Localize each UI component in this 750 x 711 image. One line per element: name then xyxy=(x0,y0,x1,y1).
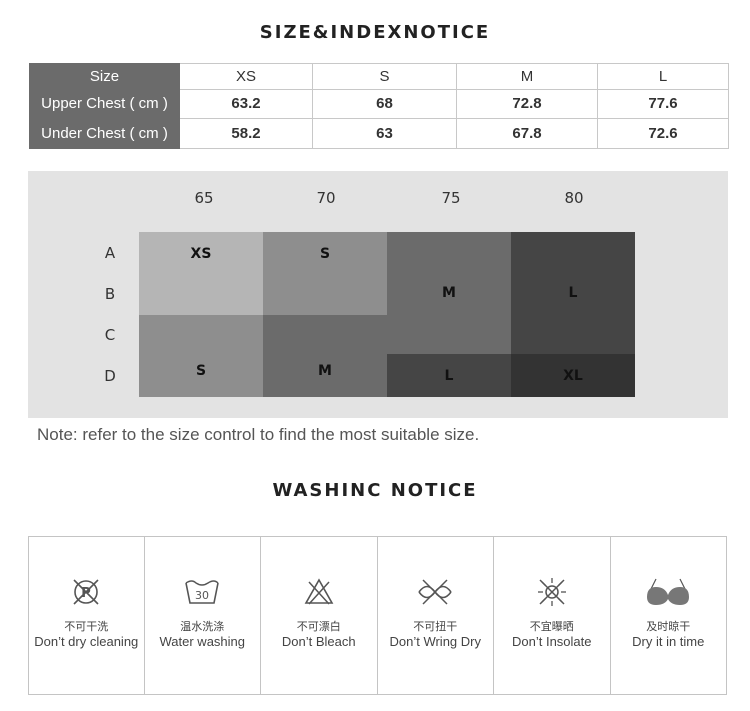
no-sun-icon xyxy=(494,575,610,609)
size-header-row: Size XS S M L xyxy=(29,63,729,90)
block-label: S xyxy=(195,363,207,379)
size-header-cell: L xyxy=(597,63,729,90)
svg-text:P: P xyxy=(81,586,91,601)
wash-label-en: Don’t Wring Dry xyxy=(389,634,481,649)
no-wring-icon xyxy=(378,575,494,609)
cup-size-label: B xyxy=(104,285,116,303)
size-block-l: L xyxy=(387,354,511,397)
table-cell: 68 xyxy=(312,88,457,120)
cup-size-label: C xyxy=(104,326,116,344)
wash-card: 不可漂白 Don’t Bleach xyxy=(261,536,378,695)
block-label: L xyxy=(568,285,578,301)
size-note: Note: refer to the size control to find … xyxy=(37,425,480,444)
wash-label-cn: 温水洗涤 xyxy=(180,620,225,633)
row-label-upper-chest: Upper Chest ( cm ) xyxy=(29,88,180,120)
block-label: XL xyxy=(563,367,583,384)
row-label-under-chest: Under Chest ( cm ) xyxy=(29,118,180,149)
table-cell: 63 xyxy=(312,118,457,149)
size-header-cell: M xyxy=(456,63,598,90)
wash-label-cn: 不可扭干 xyxy=(413,620,458,633)
wash-label-cn: 不可漂白 xyxy=(296,620,341,633)
washing-notice-title: WASHINC NOTICE xyxy=(272,480,478,501)
wash-card: 及时晾干 Dry it in time xyxy=(610,536,727,695)
table-cell: 58.2 xyxy=(179,118,313,149)
wash-label-en: Don’t dry cleaning xyxy=(34,634,139,649)
table-row: Under Chest ( cm ) 58.2 63 67.8 72.6 xyxy=(29,118,729,149)
block-label: M xyxy=(442,285,456,301)
size-block-m: M xyxy=(263,315,387,397)
size-block-m: M xyxy=(387,232,511,354)
table-cell: 72.8 xyxy=(456,88,598,120)
wash-card: 30 温水洗涤 Water washing xyxy=(144,536,261,695)
table-cell: 77.6 xyxy=(597,88,729,120)
no-bleach-icon xyxy=(261,575,377,609)
wash-card: 不宜曝晒 Don’t Insolate xyxy=(494,536,611,695)
size-header-label: Size xyxy=(29,63,180,90)
wash-label-en: Don’t Bleach xyxy=(281,634,356,649)
band-size-label: 70 xyxy=(316,189,336,207)
cup-size-label: D xyxy=(104,367,116,385)
washing-grid: P 不可干洗 Don’t dry cleaning 30 温水洗涤 Water … xyxy=(28,536,727,695)
block-label: L xyxy=(444,367,454,384)
wash-label-en: Don’t Insolate xyxy=(512,634,592,649)
bra-dry-icon xyxy=(611,575,727,609)
no-dry-clean-icon: P xyxy=(29,575,144,609)
wash-label-en: Water washing xyxy=(159,634,246,649)
block-label: S xyxy=(319,245,331,262)
table-cell: 67.8 xyxy=(456,118,598,149)
size-header-cell: S xyxy=(312,63,457,90)
wash-30-icon: 30 xyxy=(145,575,261,609)
wash-label-en: Dry it in time xyxy=(632,634,705,649)
table-row: Upper Chest ( cm ) 63.2 68 72.8 77.6 xyxy=(29,88,729,120)
band-size-label: 75 xyxy=(441,189,461,207)
size-chart: 65 70 75 80 A B C D XS S M L S M L XL xyxy=(28,171,728,418)
cup-size-label: A xyxy=(104,244,116,262)
wash-label-cn: 不可干洗 xyxy=(64,620,109,633)
wash-card: P 不可干洗 Don’t dry cleaning xyxy=(28,536,145,695)
size-table: Size XS S M L Upper Chest ( cm ) 63.2 68… xyxy=(29,63,729,149)
wash-card: 不可扭干 Don’t Wring Dry xyxy=(377,536,494,695)
wash-label-cn: 不宜曝晒 xyxy=(529,620,574,633)
size-block-s: S xyxy=(139,315,263,397)
size-header-cell: XS xyxy=(179,63,313,90)
size-block-xs: XS xyxy=(139,232,263,315)
size-block-xl: XL xyxy=(511,354,635,397)
wash-label-cn: 及时晾干 xyxy=(646,620,691,633)
table-cell: 63.2 xyxy=(179,88,313,120)
wash-temp: 30 xyxy=(195,589,209,602)
block-label: XS xyxy=(190,245,212,262)
size-notice-title: SIZE&INDEXNOTICE xyxy=(259,22,491,43)
size-block-l: L xyxy=(511,232,635,354)
block-label: M xyxy=(318,363,332,379)
size-block-s: S xyxy=(263,232,387,315)
band-size-label: 80 xyxy=(564,189,584,207)
band-size-label: 65 xyxy=(194,189,214,207)
table-cell: 72.6 xyxy=(597,118,729,149)
